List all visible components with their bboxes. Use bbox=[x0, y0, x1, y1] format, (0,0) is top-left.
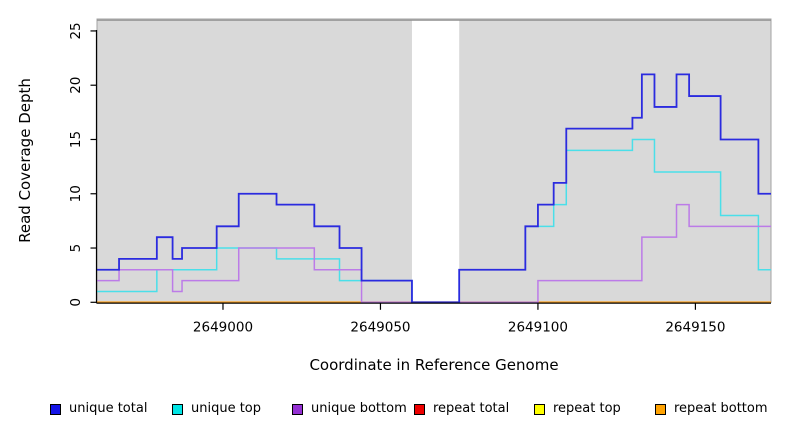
legend-swatch-repeat-bottom bbox=[655, 403, 666, 415]
legend-label: unique top bbox=[191, 401, 262, 416]
y-tick-label: 15 bbox=[68, 131, 84, 148]
y-tick-label: 20 bbox=[68, 77, 84, 94]
y-tick-label: 5 bbox=[68, 244, 84, 253]
y-axis-label: Read Coverage Depth bbox=[16, 78, 34, 243]
legend-item-repeat-top: repeat top bbox=[534, 399, 621, 419]
y-tick-label: 10 bbox=[68, 185, 84, 202]
series-line-unique-total bbox=[97, 73, 771, 304]
x-tick-label: 2649050 bbox=[350, 319, 410, 335]
chart-legend: unique total unique top unique bottom repea… bbox=[0, 399, 792, 421]
legend-label: unique bottom bbox=[311, 401, 407, 416]
legend-item-repeat-total: repeat total bbox=[414, 399, 509, 419]
legend-label: unique total bbox=[69, 401, 148, 416]
legend-item-unique-top: unique top bbox=[172, 399, 261, 419]
legend-item-unique-bottom: unique bottom bbox=[292, 399, 407, 419]
series-line-unique-bottom bbox=[97, 203, 771, 304]
legend-item-unique-total: unique total bbox=[50, 399, 147, 419]
legend-label: repeat total bbox=[433, 401, 510, 416]
legend-swatch-unique-top bbox=[172, 403, 183, 415]
legend-swatch-repeat-total bbox=[414, 403, 425, 415]
legend-swatch-unique-bottom bbox=[292, 403, 303, 415]
y-tick-label: 0 bbox=[68, 298, 84, 307]
x-tick-label: 2649150 bbox=[665, 319, 725, 335]
legend-swatch-unique-total bbox=[50, 403, 61, 415]
x-axis-label: Coordinate in Reference Genome bbox=[309, 356, 558, 374]
legend-label: repeat top bbox=[553, 401, 621, 416]
legend-label: repeat bottom bbox=[674, 401, 768, 416]
x-tick-label: 2649100 bbox=[508, 319, 568, 335]
legend-item-repeat-bottom: repeat bottom bbox=[655, 399, 768, 419]
legend-swatch-repeat-top bbox=[534, 403, 545, 415]
no-data-gap-band bbox=[411, 20, 460, 302]
x-tick-label: 2649000 bbox=[193, 319, 253, 335]
y-tick-label: 25 bbox=[68, 22, 84, 39]
